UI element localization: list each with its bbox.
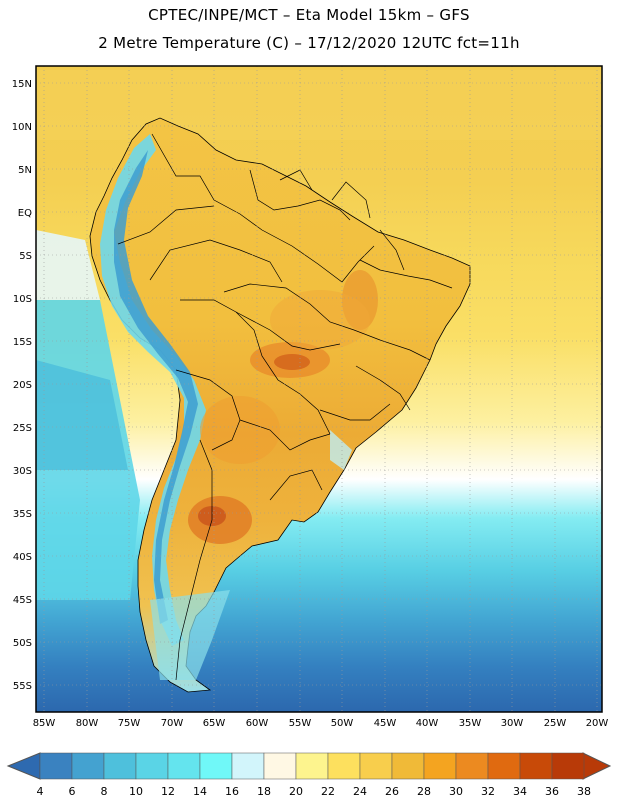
- lat-label: 10S: [13, 294, 32, 305]
- lat-label: 25S: [13, 423, 32, 434]
- lon-label: 25W: [544, 718, 567, 729]
- colorbar-swatch: [231, 752, 265, 780]
- colorbar-label: 16: [225, 785, 239, 798]
- colorbar-label: 38: [577, 785, 591, 798]
- lon-label: 50W: [331, 718, 354, 729]
- colorbar-label: 30: [449, 785, 463, 798]
- colorbar-label: 12: [161, 785, 175, 798]
- colorbar-label: 14: [193, 785, 207, 798]
- colorbar-swatch: [551, 752, 585, 780]
- colorbar-swatch: [39, 752, 73, 780]
- colorbar-label: 26: [385, 785, 399, 798]
- colorbar-label: 4: [37, 785, 44, 798]
- colorbar-label: 24: [353, 785, 367, 798]
- lon-label: 85W: [33, 718, 56, 729]
- longitude-axis: 85W 80W 75W 70W 65W 60W 55W 50W 45W 40W …: [33, 718, 609, 729]
- lat-label: 55S: [13, 681, 32, 692]
- colorbar-low-arrow: [6, 752, 41, 780]
- map-title-line2: 2 Metre Temperature (C) – 17/12/2020 12U…: [98, 34, 520, 52]
- lat-label: 15N: [12, 79, 32, 90]
- lat-label: 40S: [13, 552, 32, 563]
- colorbar-swatch: [359, 752, 393, 780]
- colorbar-swatch: [295, 752, 329, 780]
- temperature-colorbar: [6, 752, 612, 780]
- colorbar-swatch: [519, 752, 553, 780]
- temperature-field: [36, 66, 602, 712]
- colorbar-label: 18: [257, 785, 271, 798]
- colorbar-swatch: [487, 752, 521, 780]
- colorbar-label: 8: [101, 785, 108, 798]
- colorbar-label: 32: [481, 785, 495, 798]
- lon-label: 20W: [586, 718, 609, 729]
- colorbar-labels: 4 6 8 10 12 14 16 18 20 22 24 26 28 30 3…: [37, 785, 592, 798]
- colorbar-swatch: [263, 752, 297, 780]
- lon-label: 65W: [203, 718, 226, 729]
- colorbar-swatch: [423, 752, 457, 780]
- map-frame: [35, 65, 603, 713]
- colorbar-label: 22: [321, 785, 335, 798]
- map-title-line1: CPTEC/INPE/MCT – Eta Model 15km – GFS: [148, 6, 470, 24]
- colorbar-label: 6: [69, 785, 76, 798]
- colorbar-swatch: [103, 752, 137, 780]
- colorbar-swatch: [391, 752, 425, 780]
- lon-label: 60W: [246, 718, 269, 729]
- colorbar-swatch: [455, 752, 489, 780]
- lat-label: 45S: [13, 595, 32, 606]
- lon-label: 35W: [459, 718, 482, 729]
- colorbar-label: 34: [513, 785, 527, 798]
- lon-label: 30W: [501, 718, 524, 729]
- lat-label: 35S: [13, 509, 32, 520]
- lat-label: 30S: [13, 466, 32, 477]
- lat-label: 5N: [18, 165, 32, 176]
- lon-label: 70W: [161, 718, 184, 729]
- lon-label: 45W: [374, 718, 397, 729]
- lat-label: 5S: [19, 251, 32, 262]
- colorbar-swatch: [135, 752, 169, 780]
- lon-label: 80W: [76, 718, 99, 729]
- colorbar-label: 28: [417, 785, 431, 798]
- lon-label: 40W: [416, 718, 439, 729]
- colorbar-label: 20: [289, 785, 303, 798]
- latitude-axis: 15N 10N 5N EQ 5S 10S 15S 20S 25S 30S 35S…: [12, 79, 32, 692]
- colorbar-swatch: [71, 752, 105, 780]
- lat-label: 50S: [13, 638, 32, 649]
- lat-label: 15S: [13, 337, 32, 348]
- south-america-landmass: [89, 117, 471, 693]
- lat-label: 20S: [13, 380, 32, 391]
- colorbar-swatch: [327, 752, 361, 780]
- colorbar-swatch: [199, 752, 233, 780]
- lon-label: 75W: [118, 718, 141, 729]
- colorbar-swatch: [167, 752, 201, 780]
- colorbar-high-arrow: [582, 752, 612, 780]
- colorbar-label: 10: [129, 785, 143, 798]
- lat-label: 10N: [12, 122, 32, 133]
- lon-label: 55W: [289, 718, 312, 729]
- lat-label: EQ: [18, 208, 32, 219]
- colorbar-label: 36: [545, 785, 559, 798]
